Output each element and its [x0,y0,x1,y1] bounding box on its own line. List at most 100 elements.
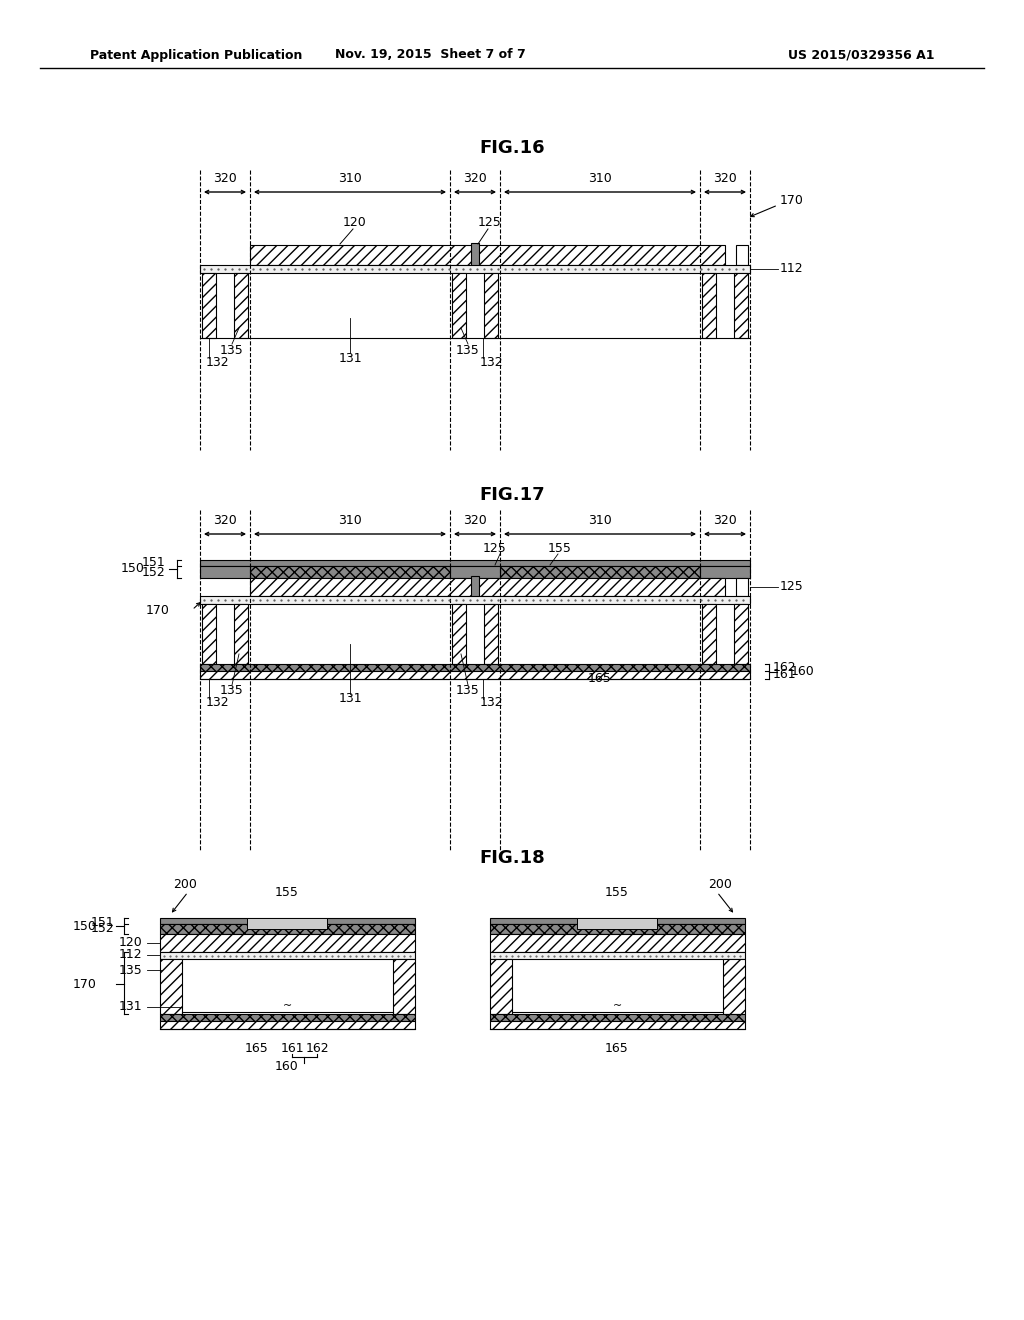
Bar [736,246,748,265]
Text: 161: 161 [281,1043,304,1056]
Bar [734,273,748,338]
Bar [490,1014,745,1020]
Text: 320: 320 [213,513,237,527]
Text: 125: 125 [478,215,502,228]
Bar [160,952,415,960]
Text: 170: 170 [146,603,170,616]
Bar [702,273,716,338]
Text: 135: 135 [456,343,480,356]
Bar [160,935,415,952]
Bar [250,246,475,265]
Bar [200,560,750,566]
Bar [475,578,725,597]
Text: ~: ~ [612,1001,622,1011]
Text: 170: 170 [73,978,97,990]
Text: 162: 162 [305,1043,329,1056]
Text: 310: 310 [338,513,361,527]
Text: 310: 310 [588,513,612,527]
Text: FIG.17: FIG.17 [479,486,545,504]
Bar [736,578,748,597]
Bar [234,605,248,664]
Text: 151: 151 [141,557,165,569]
Bar [200,597,750,605]
Bar [160,1020,415,1030]
Bar [160,1014,415,1020]
Text: 310: 310 [338,172,361,185]
Text: 112: 112 [119,949,142,961]
Bar [500,566,700,578]
Text: 320: 320 [213,172,237,185]
Text: 155: 155 [605,886,629,899]
Bar [450,566,500,578]
Bar [160,960,182,1014]
Bar [200,566,250,578]
Bar [202,273,216,338]
Bar [393,960,415,1014]
Bar [702,605,716,664]
Text: Nov. 19, 2015  Sheet 7 of 7: Nov. 19, 2015 Sheet 7 of 7 [335,49,525,62]
Text: 155: 155 [275,886,299,899]
Text: 132: 132 [206,355,229,368]
Bar [160,924,415,935]
Text: 135: 135 [220,343,244,356]
Text: 135: 135 [456,685,480,697]
Bar [200,671,750,678]
Text: 165: 165 [588,672,612,685]
Text: 152: 152 [90,923,114,936]
Bar [202,605,216,664]
Text: 131: 131 [338,693,361,705]
Text: 152: 152 [141,565,165,578]
Text: 131: 131 [338,351,361,364]
Bar [484,605,498,664]
Text: 120: 120 [343,215,367,228]
Text: 200: 200 [708,879,732,891]
Bar [734,605,748,664]
Bar [471,576,479,598]
Bar [200,664,750,671]
Text: 155: 155 [548,541,572,554]
Bar [700,566,750,578]
Bar [490,952,745,960]
Text: 162: 162 [773,661,797,675]
Bar [723,960,745,1014]
Text: 165: 165 [605,1043,629,1056]
Bar [200,265,750,273]
Text: Patent Application Publication: Patent Application Publication [90,49,302,62]
Text: 125: 125 [780,581,804,594]
Bar [452,273,466,338]
Text: FIG.16: FIG.16 [479,139,545,157]
Bar [475,246,725,265]
Text: 125: 125 [483,541,507,554]
Bar [577,917,657,929]
Text: 320: 320 [713,172,737,185]
Bar [490,924,745,935]
Text: 165: 165 [245,1043,269,1056]
Text: 151: 151 [90,916,114,928]
Text: 132: 132 [480,697,504,710]
Bar [250,566,450,578]
Bar [490,1020,745,1030]
Text: 132: 132 [206,697,229,710]
Bar [247,917,327,929]
Text: 200: 200 [173,879,197,891]
Bar [160,917,415,924]
Text: 320: 320 [713,513,737,527]
Text: 150: 150 [73,920,97,932]
Text: US 2015/0329356 A1: US 2015/0329356 A1 [787,49,934,62]
Text: 132: 132 [480,355,504,368]
Bar [484,273,498,338]
Bar [490,960,512,1014]
Bar [234,273,248,338]
Text: 170: 170 [780,194,804,206]
Text: 131: 131 [119,1001,142,1014]
Bar [250,578,475,597]
Text: 160: 160 [791,665,815,678]
Text: 135: 135 [118,964,142,977]
Text: 120: 120 [118,936,142,949]
Text: 150: 150 [121,562,145,576]
Bar [452,605,466,664]
Text: 320: 320 [463,513,486,527]
Bar [471,243,479,267]
Text: 161: 161 [773,668,797,681]
Bar [490,935,745,952]
